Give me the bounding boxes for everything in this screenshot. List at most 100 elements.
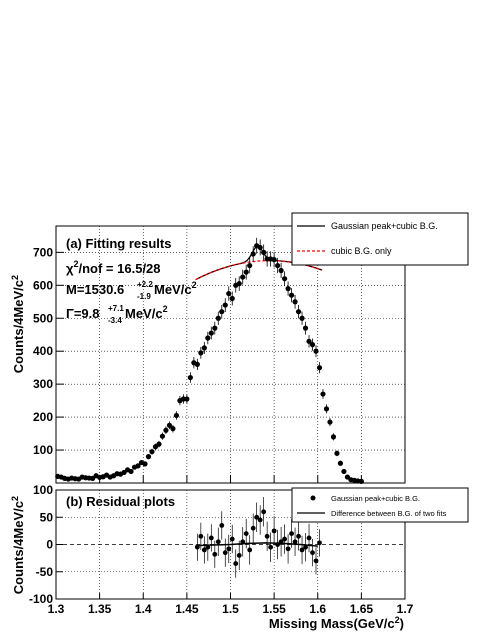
width-error-down: -3.4 (108, 316, 122, 325)
residual-point (292, 539, 298, 545)
data-point (316, 365, 323, 371)
data-point (184, 396, 190, 402)
panel-b-legend-box (291, 487, 469, 523)
legend-label-residual: Gaussian peak+cubic B.G. (331, 494, 420, 503)
panel-a-ylabel: Counts/4MeV/c2 (10, 275, 26, 373)
data-point (341, 468, 347, 475)
residual-point (243, 531, 249, 536)
x-tick-label: 1.55 (262, 602, 286, 616)
residual-point (222, 550, 228, 556)
data-point (275, 262, 281, 269)
residual-point (201, 547, 207, 553)
residual-point (233, 561, 239, 566)
x-axis-label-text: Missing Mass(GeV/c (269, 616, 395, 631)
data-point (159, 433, 166, 439)
residual-point (219, 523, 225, 528)
panel-b-ytick-label: -50 (36, 565, 54, 579)
x-tick-label: 1.35 (88, 602, 112, 616)
mass-error-down: -1.9 (137, 292, 151, 301)
residual-point (310, 550, 315, 556)
data-point (222, 302, 228, 308)
residual-point (250, 525, 256, 531)
chi2-exponent: 2 (73, 259, 78, 269)
residual-point (247, 547, 253, 553)
width-error-up: +7.1 (108, 304, 124, 313)
data-point (229, 295, 235, 302)
panel-a-ytick-label: 100 (33, 443, 53, 457)
mass-annotation: M=1530.6 +2.2 -1.9 MeV/c2 (66, 280, 197, 301)
panel-b-difference-curve (195, 542, 318, 547)
data-point (334, 450, 340, 456)
legend-label-difference: Difference between B.G. of two fits (331, 509, 447, 518)
data-point (281, 276, 288, 282)
data-point (142, 461, 148, 467)
data-point (337, 460, 344, 466)
x-tick-label: 1.3 (48, 602, 65, 616)
data-point (226, 290, 232, 297)
panel-a-ytick-label: 600 (33, 278, 53, 292)
data-point (145, 454, 152, 460)
data-point (306, 338, 312, 344)
residual-point (289, 531, 294, 536)
residual-point (198, 533, 204, 539)
data-point (170, 426, 176, 432)
residual-point (313, 558, 319, 564)
residual-point (271, 528, 277, 534)
fit-curve-cubic-bg (195, 259, 323, 281)
mass-value: M=1530.6 (66, 282, 124, 297)
panel-b-label: (b) Residual plots (66, 494, 175, 509)
data-point (261, 249, 267, 255)
data-point (149, 449, 155, 455)
data-point (166, 422, 173, 428)
panel-a-ytick-label: 400 (33, 344, 53, 358)
data-point (243, 269, 249, 275)
data-point (247, 262, 253, 269)
x-tick-label: 1.7 (397, 602, 414, 616)
data-point (240, 274, 246, 280)
panel-a-label: (a) Fitting results (66, 236, 171, 251)
residual-point (296, 533, 301, 539)
width-annotation: Γ=9.8 +7.1 -3.4 MeV/c2 (66, 304, 168, 325)
panel-a-ticks: 100 200 300 400 500 600 700 (33, 245, 406, 483)
data-point (271, 257, 277, 263)
panel-a-data-points (55, 237, 364, 484)
width-unit: MeV/c2 (125, 304, 168, 321)
data-point (278, 267, 284, 274)
mass-unit-text: MeV/c (154, 282, 192, 297)
residual-point (299, 547, 305, 553)
residual-point (282, 536, 287, 542)
data-point (302, 325, 309, 331)
width-value: Γ=9.8 (66, 306, 99, 321)
data-point (330, 434, 337, 440)
width-unit-text: MeV/c (125, 306, 163, 321)
residual-point (236, 553, 242, 558)
data-point (288, 292, 295, 298)
panel-b-ylabel: Counts/4MeV/c2 (10, 496, 26, 594)
data-point (187, 374, 193, 381)
residual-point (257, 517, 263, 523)
data-point (201, 345, 207, 351)
panel-b-ylabel-sup: 2 (10, 496, 20, 501)
chi2-value: /nof = 16.5/28 (79, 261, 161, 276)
data-point (323, 406, 330, 412)
panel-a-ytick-label: 300 (33, 377, 53, 391)
residual-point (264, 533, 270, 539)
panel-a-legend-box (291, 212, 469, 266)
mass-unit: MeV/c2 (154, 280, 197, 297)
residual-point (306, 535, 312, 541)
data-point (309, 342, 316, 348)
data-point (236, 281, 242, 287)
residual-point (285, 546, 291, 552)
panel-b-ticks: 1.3 1.35 1.4 1.45 1.5 1.55 1.6 1.65 1.7 100 50 0 -50… (29, 483, 414, 616)
panel-a-ylabel-text: Counts/4MeV/c (11, 280, 26, 373)
residual-point (317, 540, 322, 546)
mass-error-up: +2.2 (137, 280, 153, 289)
panel-a-legend: Gaussian peak+cubic B.G. cubic B.G. only (291, 212, 469, 266)
residual-point (208, 535, 214, 541)
data-point (198, 350, 204, 356)
residual-point (212, 551, 218, 557)
data-point (194, 361, 200, 367)
residual-point (226, 546, 232, 552)
x-tick-label: 1.6 (309, 602, 326, 616)
